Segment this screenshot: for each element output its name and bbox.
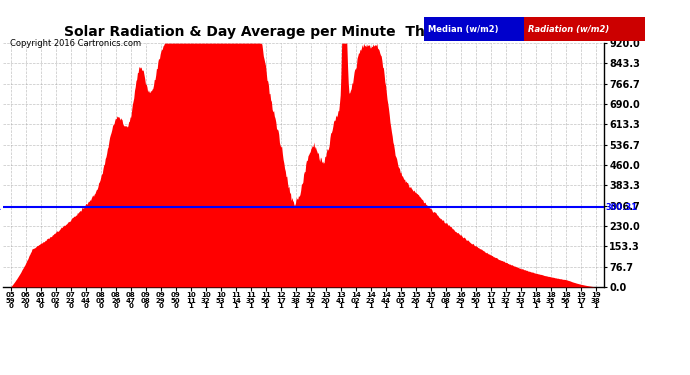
Title: Solar Radiation & Day Average per Minute  Thu Aug 11 19:54: Solar Radiation & Day Average per Minute… xyxy=(63,25,544,39)
Text: 300.31: 300.31 xyxy=(605,203,638,212)
Text: Radiation (w/m2): Radiation (w/m2) xyxy=(528,25,609,34)
Text: 300.31: 300.31 xyxy=(0,203,2,212)
Text: Median (w/m2): Median (w/m2) xyxy=(428,25,498,34)
Text: Copyright 2016 Cartronics.com: Copyright 2016 Cartronics.com xyxy=(10,39,141,48)
